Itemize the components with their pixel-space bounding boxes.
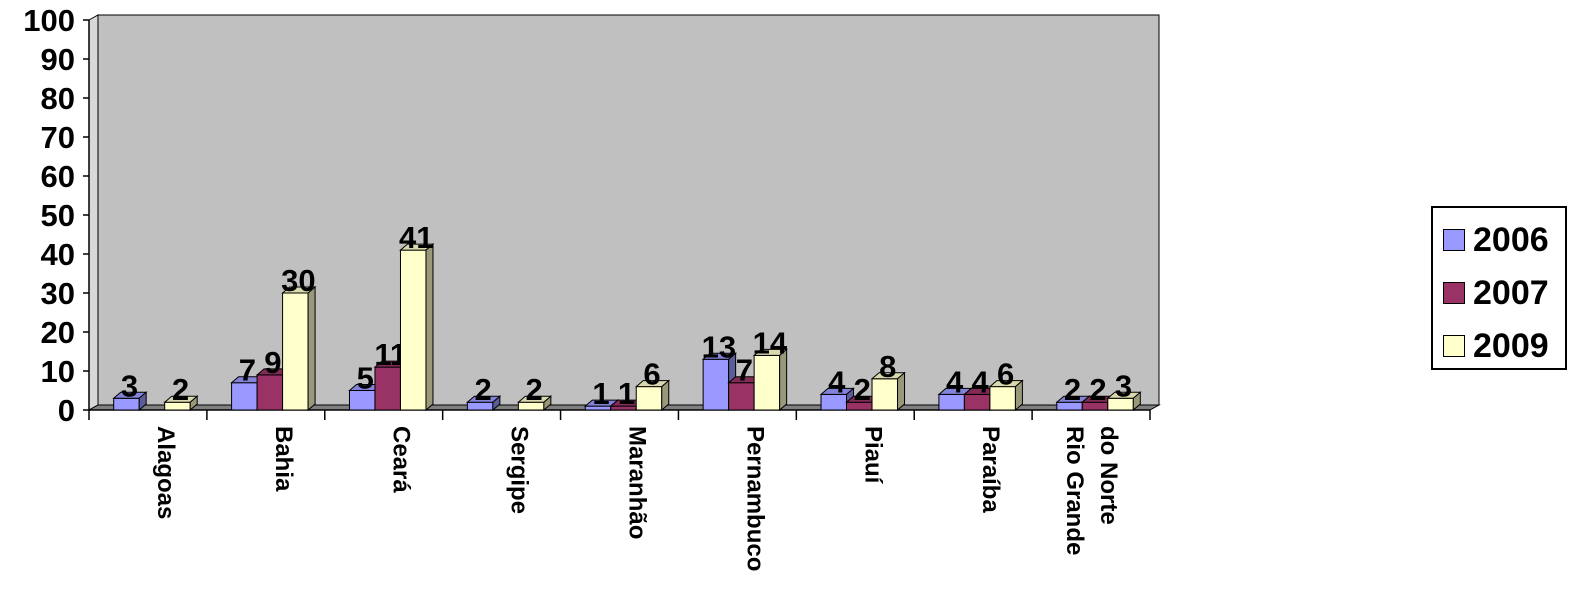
legend-item-2006: 2006 <box>1443 223 1549 257</box>
chart-side-wall <box>88 14 99 411</box>
value-label: 4 <box>972 364 990 399</box>
y-tick-label: 30 <box>41 276 75 311</box>
bar-side-2009 <box>189 395 198 412</box>
chart-back-wall <box>97 14 1160 406</box>
bar-side-2009 <box>1132 391 1141 412</box>
value-label: 41 <box>399 220 433 255</box>
bar-2006 <box>702 358 730 411</box>
y-tick-label: 70 <box>41 120 75 155</box>
category-label: do Norte <box>1095 426 1122 525</box>
category-label: Pernambuco <box>741 426 768 571</box>
legend-swatch-2006 <box>1443 229 1465 251</box>
y-tick-label: 20 <box>41 315 75 350</box>
bar-side-2009 <box>897 371 906 412</box>
y-tick-label: 40 <box>41 237 75 272</box>
value-label: 3 <box>121 368 138 403</box>
value-label: 1 <box>592 376 609 411</box>
bar-2007 <box>256 374 284 411</box>
bar-side-2009 <box>1014 379 1023 412</box>
legend-swatch-2009 <box>1443 335 1465 357</box>
category-label: Sergipe <box>506 426 533 514</box>
bar-2009 <box>753 354 781 411</box>
category-label: Piauí <box>859 426 886 485</box>
legend-item-2007: 2007 <box>1443 276 1549 310</box>
value-label: 4 <box>946 364 964 399</box>
category-label: Ceará <box>388 426 415 493</box>
value-label: 7 <box>239 353 256 388</box>
y-tick-label: 10 <box>41 354 75 389</box>
y-tick-label: 100 <box>23 3 75 38</box>
category-label: Maranhão <box>624 426 651 539</box>
bar-2009 <box>282 292 309 411</box>
value-label: 2 <box>854 372 871 407</box>
category-label: Bahia <box>270 426 297 492</box>
value-label: 3 <box>1115 368 1132 403</box>
bar-side-2006 <box>138 391 147 412</box>
bar-side-2009 <box>307 285 316 412</box>
bar-side-2006 <box>492 395 501 412</box>
category-label: Rio Grande <box>1061 426 1088 555</box>
legend-item-2009: 2009 <box>1443 329 1549 363</box>
bar-2007 <box>728 382 755 411</box>
y-tick-label: 60 <box>41 159 75 194</box>
value-label: 2 <box>474 372 491 407</box>
value-label: 2 <box>1089 372 1106 407</box>
value-label: 13 <box>702 329 736 364</box>
legend-label-2006: 2006 <box>1473 221 1549 259</box>
legend-swatch-2007 <box>1443 282 1465 304</box>
value-label: 2 <box>525 372 542 407</box>
legend: 2006 2007 2009 <box>1431 206 1567 370</box>
bar-side-2009 <box>779 348 788 412</box>
value-label: 30 <box>281 263 315 298</box>
value-label: 14 <box>753 325 788 360</box>
y-tick-label: 80 <box>41 81 75 116</box>
value-label: 9 <box>264 345 281 380</box>
value-label: 8 <box>879 349 896 384</box>
value-label: 2 <box>172 372 189 407</box>
value-label: 4 <box>828 364 846 399</box>
legend-label-2007: 2007 <box>1473 274 1549 312</box>
value-label: 7 <box>736 353 753 388</box>
value-label: 2 <box>1064 372 1081 407</box>
value-label: 1 <box>618 376 635 411</box>
bar-side-2009 <box>425 243 434 412</box>
value-label: 6 <box>997 357 1014 392</box>
bar-side-2009 <box>661 379 670 412</box>
legend-label-2009: 2009 <box>1473 327 1549 365</box>
y-tick-label: 50 <box>41 198 75 233</box>
category-label: Paraíba <box>977 426 1004 513</box>
category-label: Alagoas <box>152 426 179 519</box>
bar-2009 <box>399 249 427 411</box>
value-label: 6 <box>643 357 660 392</box>
bar-side-2009 <box>543 395 552 412</box>
y-tick-label: 0 <box>58 393 75 428</box>
bar-2006 <box>231 382 258 411</box>
y-tick-label: 90 <box>41 42 75 77</box>
value-label: 5 <box>357 361 374 396</box>
bar-2007 <box>374 366 401 411</box>
